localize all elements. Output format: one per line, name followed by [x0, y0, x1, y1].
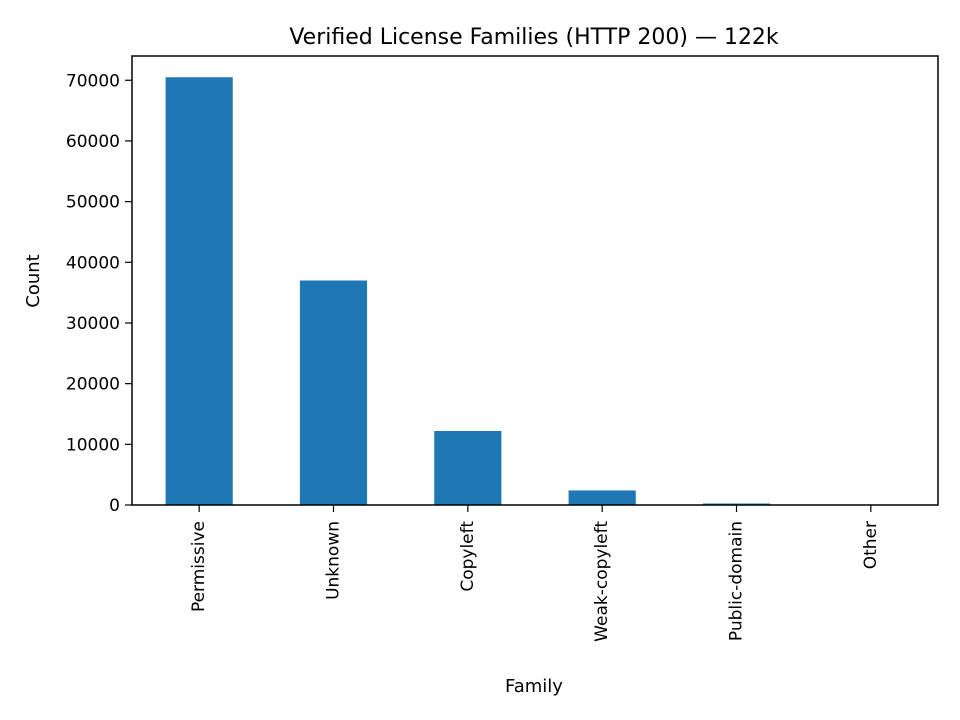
y-tick-label: 30000	[66, 314, 120, 334]
bar-unknown	[299, 280, 368, 505]
x-axis-label: Family	[505, 676, 563, 697]
y-axis-label: Count	[23, 254, 44, 307]
plot-frame	[131, 55, 939, 506]
x-tick-label: Public-domain	[727, 521, 747, 641]
bar-copyleft	[434, 430, 502, 505]
y-tick-label: 0	[109, 496, 120, 516]
y-tick-label: 60000	[66, 132, 120, 152]
bar-permissive	[165, 77, 233, 506]
x-tick-label: Weak-copyleft	[592, 521, 612, 642]
x-tick-label: Copyleft	[458, 521, 478, 592]
chart-title: Verified License Families (HTTP 200) — 1…	[289, 25, 779, 50]
bar-weak-copyleft	[568, 490, 636, 505]
y-axis: 0 10000 20000 30000 40000 50000 60000 70000	[66, 71, 132, 516]
y-tick-label: 50000	[66, 193, 120, 213]
bars	[165, 77, 905, 506]
x-tick-label: Unknown	[324, 521, 344, 600]
y-tick-label: 10000	[66, 435, 120, 455]
x-tick-label: Permissive	[189, 521, 209, 612]
x-axis: Permissive Unknown Copyleft Weak-copyleft Pu…	[189, 505, 881, 642]
bar-public-domain	[702, 503, 771, 505]
y-tick-label: 40000	[66, 253, 120, 273]
y-tick-label: 20000	[66, 375, 120, 395]
x-tick-label: Other	[861, 521, 881, 569]
y-tick-label: 70000	[66, 71, 120, 91]
